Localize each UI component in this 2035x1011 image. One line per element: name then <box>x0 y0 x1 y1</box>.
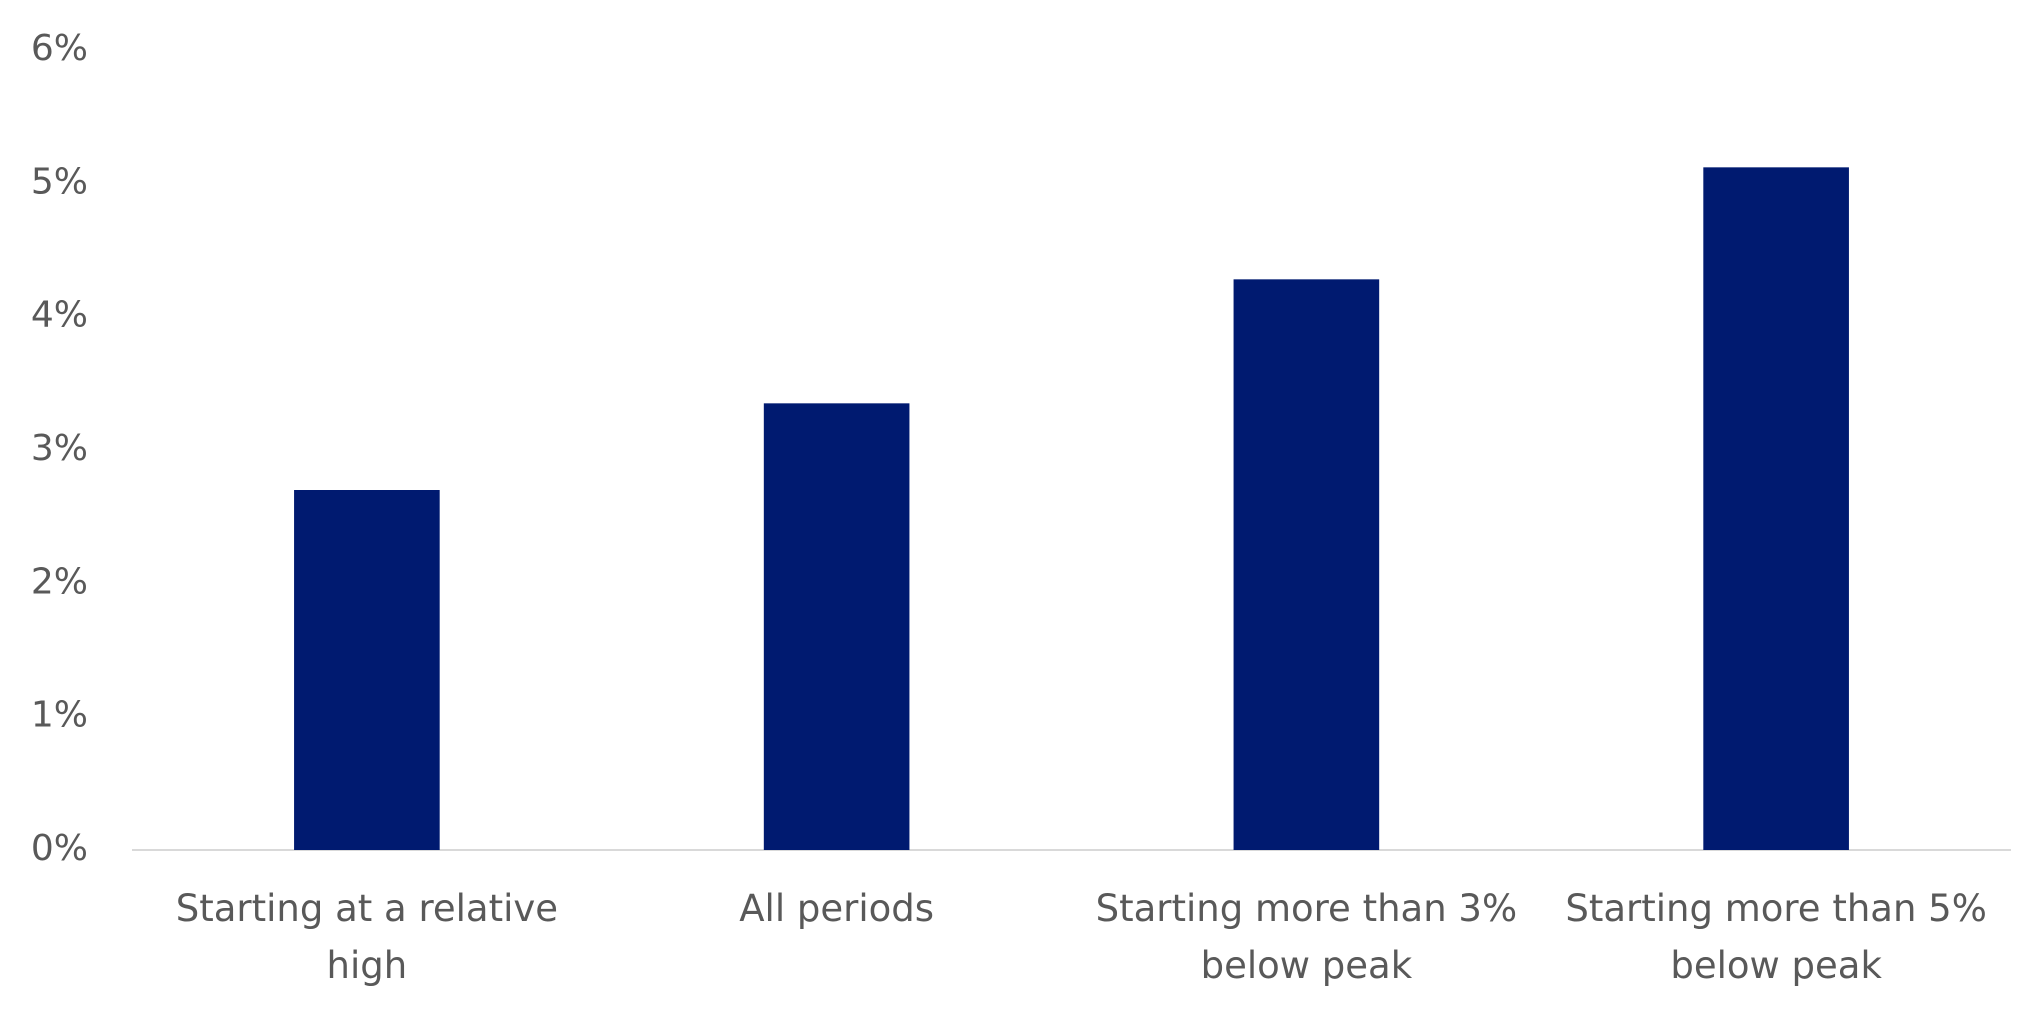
x-tick-label-box: Starting at a relative high <box>175 887 559 987</box>
y-tick-label: 6% <box>31 28 88 69</box>
x-tick-label: Starting more than 3% below peak <box>1095 887 1518 987</box>
bar <box>294 490 440 850</box>
y-tick-label: 4% <box>31 295 88 336</box>
x-tick-label: Starting more than 5% below peak <box>1565 887 1987 987</box>
bar <box>1233 279 1380 850</box>
y-tick-label: 2% <box>31 561 88 602</box>
y-tick-label: 3% <box>31 428 88 469</box>
x-tick-label: All periods <box>739 887 935 930</box>
y-tick-label: 0% <box>31 828 88 869</box>
y-tick-label: 1% <box>31 695 88 736</box>
x-tick-label-box: Starting more than 3% below peak <box>1095 887 1518 987</box>
bar <box>1703 167 1849 851</box>
x-tick-label-box: All periods <box>739 887 935 930</box>
bar <box>763 403 910 850</box>
x-tick-label-box: Starting more than 5% below peak <box>1565 887 1987 987</box>
y-tick-label: 5% <box>31 161 88 202</box>
x-tick-label: Starting at a relative high <box>175 887 559 987</box>
